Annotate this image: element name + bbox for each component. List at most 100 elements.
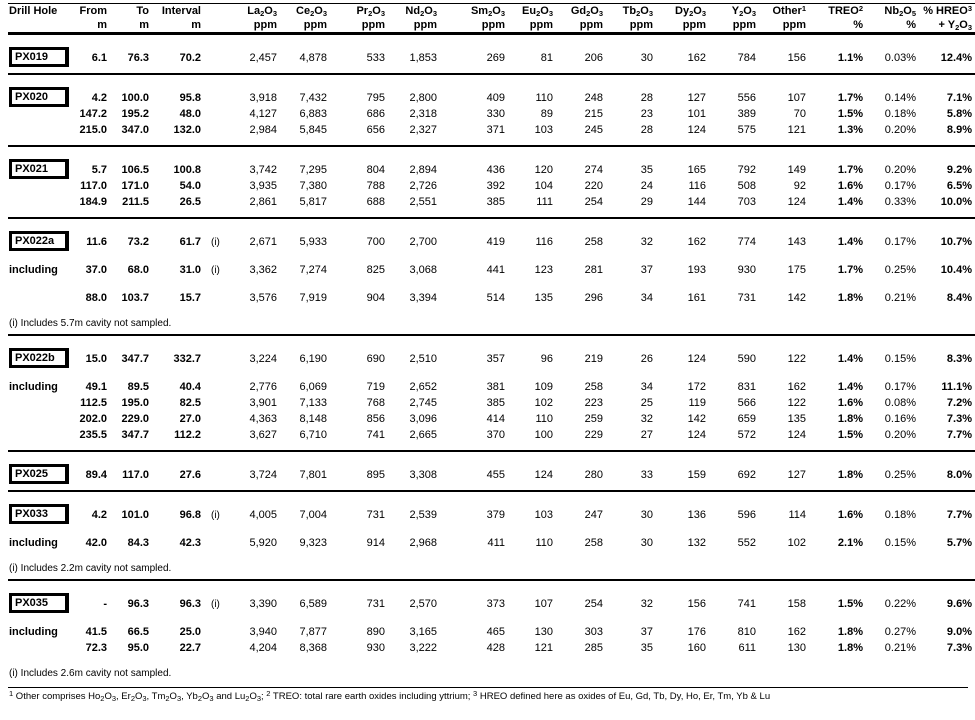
cell-sm2o3: 385 xyxy=(486,397,505,409)
cell-from: - xyxy=(103,598,107,610)
cell-other: 143 xyxy=(787,236,806,248)
drill-hole-label: PX019 xyxy=(9,47,69,67)
cell-y2o3: 659 xyxy=(737,413,756,425)
cell-hole xyxy=(8,106,70,122)
cell-to: 347.7 xyxy=(121,429,149,441)
cell-treo: 1.7% xyxy=(837,164,863,176)
cell-from: 72.3 xyxy=(85,642,107,654)
cell-to: 95.0 xyxy=(127,642,149,654)
drill-hole-label: PX033 xyxy=(9,504,69,524)
cell-sm2o3: 441 xyxy=(486,264,505,276)
cell-hole: PX020 xyxy=(8,74,70,107)
cell-interval: 95.8 xyxy=(179,92,201,104)
section-note-row: (i) Includes 2.6m cavity not sampled. xyxy=(8,656,975,684)
cell-hreo: 10.4% xyxy=(940,264,972,276)
cell-ce2o3: 7,274 xyxy=(299,264,327,276)
cell-ce2o3: 6,069 xyxy=(299,381,327,393)
cell-tb2o3: 28 xyxy=(640,124,653,136)
table-row: 117.0 171.0 54.0 3,935 7,380 788 2,726 392 104 22… xyxy=(8,178,975,194)
cell-from: 11.6 xyxy=(86,236,107,248)
cell-other: 175 xyxy=(787,264,806,276)
cell-ce2o3: 8,148 xyxy=(299,413,327,425)
cell-marker xyxy=(204,640,236,656)
cell-nd2o3: 2,652 xyxy=(409,381,437,393)
cell-tb2o3: 35 xyxy=(640,642,653,654)
cell-other: 124 xyxy=(787,196,806,208)
cell-tb2o3: 30 xyxy=(640,52,653,64)
cell-from: 235.5 xyxy=(79,429,107,441)
table-row: 112.5 195.0 82.5 3,901 7,133 768 2,745 385 102 22… xyxy=(8,395,975,411)
drill-hole-label: PX025 xyxy=(9,464,69,484)
column-unit-nb2o5: % xyxy=(906,19,916,31)
cell-la2o3: 2,457 xyxy=(249,52,277,64)
column-unit-hole xyxy=(8,18,70,34)
cell-sm2o3: 392 xyxy=(486,180,505,192)
cell-y2o3: 930 xyxy=(737,264,756,276)
cell-marker xyxy=(204,122,236,146)
cell-to: 76.3 xyxy=(127,52,149,64)
cell-to: 103.7 xyxy=(121,292,149,304)
column-unit-tb2o3: ppm xyxy=(629,19,653,31)
cell-hreo: 9.6% xyxy=(946,598,972,610)
cell-from: 112.5 xyxy=(80,397,107,409)
cell-pr2o3: 688 xyxy=(366,196,385,208)
cell-marker: (i) xyxy=(211,265,220,276)
cell-la2o3: 4,363 xyxy=(249,413,277,425)
cell-gd2o3: 254 xyxy=(584,598,603,610)
cell-ce2o3: 6,883 xyxy=(299,108,327,120)
cell-gd2o3: 254 xyxy=(584,196,603,208)
cell-ce2o3: 6,190 xyxy=(299,353,327,365)
cell-nb2o5: 0.15% xyxy=(884,537,916,549)
cell-gd2o3: 229 xyxy=(584,429,603,441)
cell-interval: 70.2 xyxy=(179,52,201,64)
cell-other: 130 xyxy=(787,642,806,654)
cell-la2o3: 3,390 xyxy=(249,598,277,610)
cell-nd2o3: 3,068 xyxy=(409,264,437,276)
cell-to: 211.5 xyxy=(122,196,149,208)
cell-tb2o3: 32 xyxy=(640,236,653,248)
cell-hole xyxy=(8,427,70,451)
cell-hreo: 5.7% xyxy=(946,537,972,549)
cell-marker: (i) xyxy=(211,599,220,610)
cell-y2o3: 792 xyxy=(737,164,756,176)
cell-hole xyxy=(8,395,70,411)
cell-hreo: 7.7% xyxy=(946,509,972,521)
cell-ce2o3: 7,877 xyxy=(299,626,327,638)
cell-eu2o3: 121 xyxy=(534,642,553,654)
cell-nd2o3: 3,165 xyxy=(409,626,437,638)
table-row: PX020 4.2 100.0 95.8 3,918 7,432 795 2,800 409 11… xyxy=(8,74,975,107)
cell-marker xyxy=(204,395,236,411)
cell-ce2o3: 7,380 xyxy=(299,180,327,192)
cell-from: 147.2 xyxy=(79,108,107,120)
cell-eu2o3: 123 xyxy=(534,264,553,276)
cell-from: 37.0 xyxy=(85,264,107,276)
column-label-pr2o3: Pr2O3 xyxy=(356,5,385,18)
cell-dy2o3: 156 xyxy=(687,598,706,610)
cell-sm2o3: 411 xyxy=(487,537,505,549)
cell-marker: (i) xyxy=(211,510,220,521)
cell-la2o3: 3,918 xyxy=(249,92,277,104)
cell-pr2o3: 904 xyxy=(366,292,385,304)
cell-pr2o3: 700 xyxy=(366,236,385,248)
cell-y2o3: 741 xyxy=(737,598,756,610)
cell-dy2o3: 127 xyxy=(687,92,706,104)
table-row: including 42.0 84.3 42.3 5,920 9,323 914 2,968 4… xyxy=(8,523,975,551)
cell-pr2o3: 719 xyxy=(366,381,385,393)
cell-tb2o3: 27 xyxy=(640,429,653,441)
cell-hole: including xyxy=(8,612,70,640)
column-label-dy2o3: Dy2O3 xyxy=(675,5,706,18)
cell-nb2o5: 0.18% xyxy=(884,108,916,120)
cell-dy2o3: 132 xyxy=(687,537,706,549)
column-unit-dy2o3: ppm xyxy=(682,19,706,31)
column-label-tb2o3: Tb2O3 xyxy=(622,5,653,18)
cell-hole: including xyxy=(8,523,70,551)
cell-marker xyxy=(204,74,236,106)
cell-to: 229.0 xyxy=(121,413,149,425)
cell-from: 41.5 xyxy=(85,626,107,638)
cell-gd2o3: 285 xyxy=(584,642,603,654)
cell-hreo: 9.0% xyxy=(946,626,972,638)
cell-nd2o3: 3,308 xyxy=(409,469,437,481)
drill-hole-label: PX022b xyxy=(9,348,69,368)
cell-sm2o3: 428 xyxy=(486,642,505,654)
